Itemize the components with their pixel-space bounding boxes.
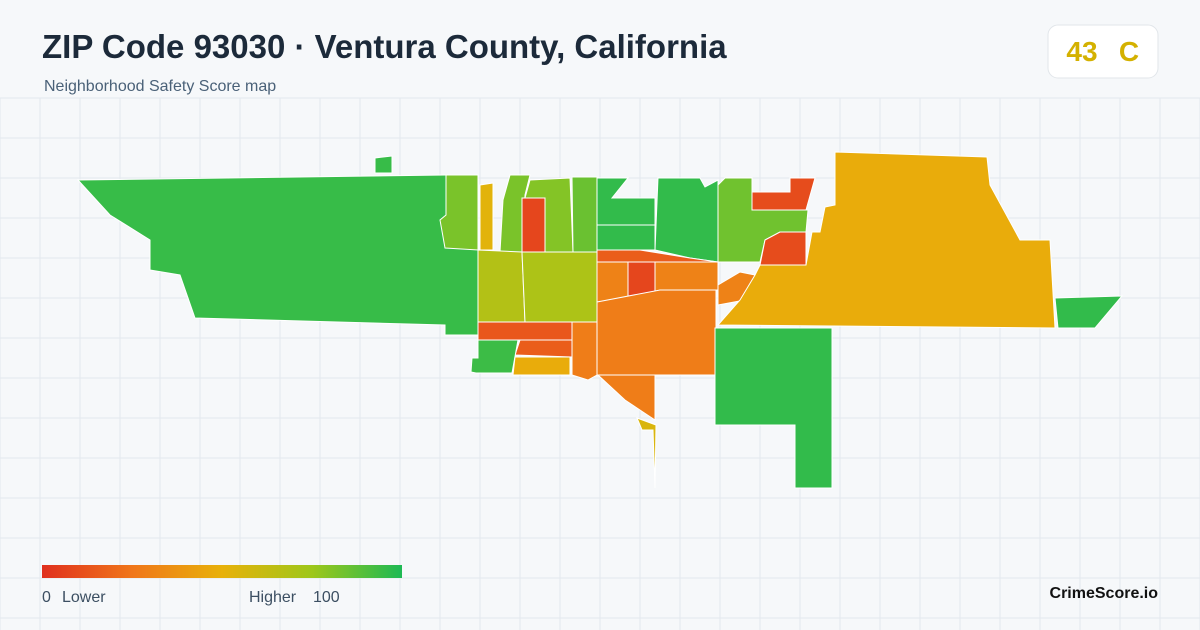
region <box>596 177 656 226</box>
region <box>714 327 833 489</box>
region <box>76 155 479 336</box>
legend-max-label: Higher <box>249 589 297 606</box>
region <box>596 261 629 303</box>
legend-min-label: Lower <box>62 589 106 606</box>
region <box>514 339 573 358</box>
region <box>596 289 717 421</box>
region <box>716 151 1056 329</box>
region <box>477 249 526 323</box>
region <box>636 417 657 489</box>
map-regions <box>76 151 1124 489</box>
region <box>1054 295 1124 329</box>
region <box>479 182 494 251</box>
region <box>521 251 598 323</box>
region <box>571 321 598 381</box>
region <box>512 356 571 376</box>
region <box>521 197 546 253</box>
legend-gradient <box>42 565 402 578</box>
region <box>596 224 656 251</box>
brand: CrimeScore.io <box>1050 585 1159 602</box>
score-badge <box>1047 24 1159 79</box>
title: ZIP Code 93030 · Ventura County, Califor… <box>42 28 727 65</box>
score-value: 43 <box>1066 36 1097 67</box>
region <box>470 339 519 374</box>
region <box>751 177 816 211</box>
legend-max: 100 <box>313 589 340 606</box>
region <box>654 177 719 263</box>
region <box>477 321 573 341</box>
legend-min: 0 <box>42 589 51 606</box>
score-grade: C <box>1119 36 1139 67</box>
subtitle: Neighborhood Safety Score map <box>44 78 276 95</box>
region <box>439 174 479 251</box>
region <box>571 176 598 253</box>
